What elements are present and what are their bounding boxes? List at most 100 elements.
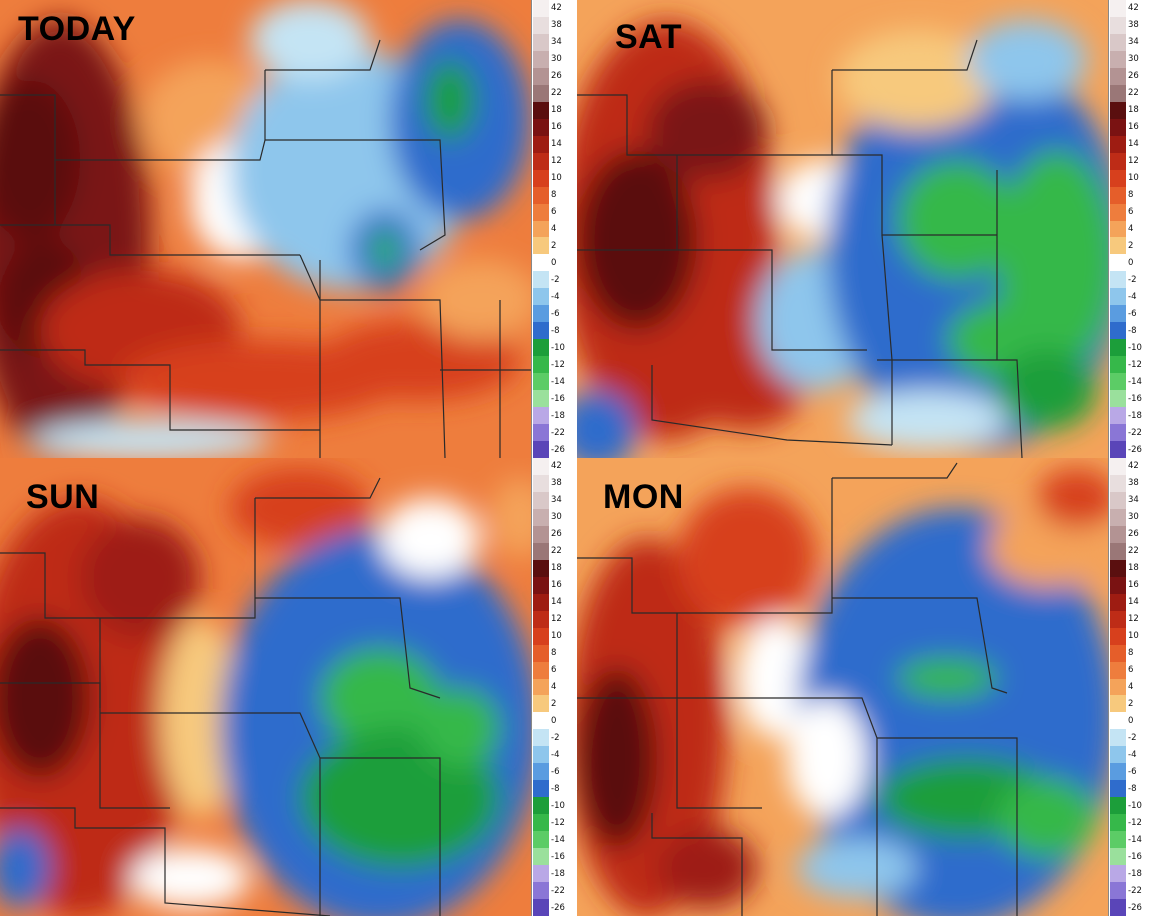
colorbar-label: 42	[551, 461, 562, 472]
colorbar-swatch	[1110, 542, 1126, 561]
colorbar-swatch	[1110, 220, 1126, 239]
colorbar-swatch	[533, 101, 549, 120]
colorbar-swatch	[533, 424, 549, 443]
colorbar-label: -22	[551, 427, 565, 438]
colorbar-label: 16	[551, 580, 562, 591]
colorbar-swatch	[1110, 50, 1126, 69]
colorbar-label: -18	[1128, 868, 1142, 879]
colorbar-swatch	[533, 576, 549, 595]
colorbar-label: 30	[551, 54, 562, 65]
colorbar-swatch	[1110, 627, 1126, 646]
colorbar-label: -26	[1128, 902, 1142, 913]
colorbar-label: 38	[551, 478, 562, 489]
colorbar-label: 0	[1128, 715, 1134, 726]
colorbar-swatch	[533, 644, 549, 663]
colorbar-label: 4	[1128, 224, 1134, 234]
colorbar-label: 26	[1128, 529, 1139, 540]
colorbar-label: -8	[551, 783, 560, 794]
panel-title: MON	[603, 478, 684, 516]
colorbar-swatch	[1110, 424, 1126, 443]
colorbar-label: 14	[551, 597, 562, 608]
colorbar-label: -14	[1128, 834, 1142, 845]
colorbar-label: 10	[1128, 173, 1139, 184]
colorbar-swatch	[533, 848, 549, 867]
colorbar-swatch	[533, 186, 549, 205]
colorbar-label: 8	[1128, 190, 1134, 201]
colorbar-swatch	[533, 203, 549, 222]
colorbar-swatch	[1110, 373, 1126, 392]
colorbar: 42 38 34 30 26 22 18 16 14 12 10 8 6 4 2 0 -2 -4 -6 -8 -10 -1…	[531, 458, 577, 916]
colorbar-label: 6	[1128, 665, 1134, 676]
colorbar-label: 12	[551, 614, 562, 625]
colorbar-swatch	[1110, 67, 1126, 86]
colorbar-label: 4	[551, 682, 557, 692]
colorbar-label: 34	[1128, 37, 1139, 48]
colorbar-label: 4	[1128, 682, 1134, 692]
colorbar-label: -2	[551, 732, 560, 743]
colorbar-label: -6	[1128, 766, 1137, 777]
colorbar-swatch	[1110, 559, 1126, 578]
colorbar-label: -26	[551, 902, 565, 913]
colorbar-swatch	[533, 305, 549, 324]
colorbar-label: -4	[1128, 291, 1137, 302]
colorbar-swatch	[1110, 780, 1126, 799]
colorbar-swatch	[533, 559, 549, 578]
panel-sun: SUN 42 38 34 30 26 22 18 16 14 12 10 8 6 4 2 0 -2 -4 -6 -8-…	[0, 458, 577, 916]
colorbar-swatch	[1110, 729, 1126, 748]
colorbar-label: 4	[551, 224, 557, 234]
colorbar-swatch	[533, 661, 549, 680]
colorbar-swatch	[1110, 848, 1126, 867]
colorbar-swatch	[1110, 152, 1126, 171]
colorbar-label: 6	[551, 207, 557, 218]
colorbar-label: 22	[551, 546, 562, 557]
colorbar-swatch	[533, 152, 549, 171]
colorbar-swatch	[1110, 576, 1126, 595]
colorbar-swatch	[1110, 271, 1126, 290]
colorbar-swatch	[533, 16, 549, 35]
colorbar-label: -16	[551, 851, 565, 862]
colorbar-label: 22	[1128, 88, 1139, 99]
colorbar-swatch	[533, 729, 549, 748]
panel-title: TODAY	[18, 10, 136, 48]
colorbar-swatch	[1110, 441, 1126, 458]
colorbar-swatch	[1110, 695, 1126, 714]
colorbar-swatch	[1110, 135, 1126, 154]
colorbar-label: -8	[1128, 783, 1137, 794]
colorbar-label: -4	[551, 291, 560, 302]
colorbar-swatch	[533, 118, 549, 137]
colorbar-swatch	[533, 288, 549, 307]
colorbar-label: -12	[551, 359, 565, 370]
colorbar-label: -16	[1128, 851, 1142, 862]
colorbar-label: -22	[1128, 427, 1142, 438]
colorbar-label: 16	[551, 122, 562, 133]
colorbar-swatch	[1110, 203, 1126, 222]
colorbar-swatch	[533, 356, 549, 375]
colorbar-swatch	[533, 220, 549, 239]
colorbar-swatch	[533, 593, 549, 612]
colorbar-label: -6	[1128, 308, 1137, 319]
colorbar-swatch	[1110, 254, 1126, 273]
anomaly-map-sat	[577, 0, 1109, 458]
colorbar-label: 42	[1128, 461, 1139, 472]
colorbar-label: -10	[1128, 800, 1142, 811]
colorbar-label: -18	[551, 410, 565, 421]
colorbar-swatch	[533, 814, 549, 833]
colorbar-label: 8	[551, 648, 557, 659]
colorbar-swatch	[1110, 525, 1126, 544]
colorbar-swatch	[1110, 33, 1126, 52]
colorbar-label: 38	[1128, 478, 1139, 489]
colorbar-label: -10	[551, 342, 565, 353]
colorbar-swatch	[533, 441, 549, 458]
colorbar-swatch	[533, 390, 549, 409]
panel-sat: SAT 42 38 34 30 26 22 18 16 14 12 10 8 6 4 2 0 -2 -4 -6 -8-…	[577, 0, 1154, 458]
colorbar-label: -18	[1128, 410, 1142, 421]
colorbar-label: -2	[551, 274, 560, 285]
colorbar-swatch	[533, 831, 549, 850]
colorbar-swatch	[1110, 356, 1126, 375]
colorbar-swatch	[533, 474, 549, 493]
colorbar-swatch	[1110, 814, 1126, 833]
colorbar-swatch	[533, 695, 549, 714]
colorbar-label: 16	[1128, 580, 1139, 591]
colorbar-swatch	[1110, 84, 1126, 103]
